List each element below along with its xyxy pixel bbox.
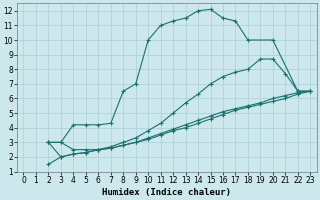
X-axis label: Humidex (Indice chaleur): Humidex (Indice chaleur) — [102, 188, 231, 197]
